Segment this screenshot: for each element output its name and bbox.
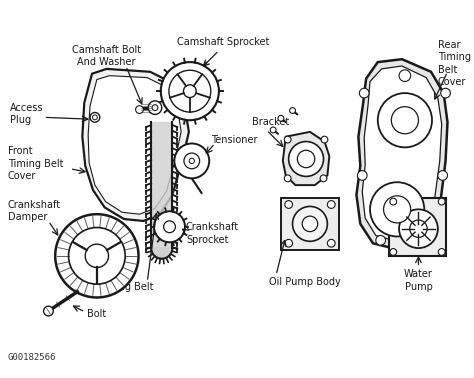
Circle shape	[289, 141, 324, 177]
Circle shape	[169, 70, 211, 112]
Circle shape	[438, 198, 445, 205]
Circle shape	[399, 209, 438, 248]
Polygon shape	[389, 198, 446, 256]
Circle shape	[270, 127, 276, 133]
Text: Crankshaft
Sprocket: Crankshaft Sprocket	[186, 222, 239, 245]
Circle shape	[148, 101, 162, 115]
Polygon shape	[151, 248, 173, 259]
Circle shape	[328, 201, 335, 208]
Circle shape	[438, 249, 445, 256]
Text: Bracket: Bracket	[252, 117, 289, 127]
Circle shape	[55, 214, 138, 297]
Circle shape	[297, 150, 315, 168]
Circle shape	[410, 220, 427, 237]
Circle shape	[378, 93, 432, 147]
Circle shape	[370, 182, 424, 237]
Polygon shape	[356, 59, 447, 248]
Circle shape	[152, 105, 158, 110]
Circle shape	[285, 201, 292, 208]
Circle shape	[92, 115, 97, 120]
Circle shape	[392, 107, 419, 134]
Circle shape	[290, 108, 295, 113]
Circle shape	[328, 239, 335, 247]
Polygon shape	[88, 76, 181, 214]
Text: Timing Belt: Timing Belt	[98, 282, 154, 292]
Circle shape	[85, 244, 109, 268]
Circle shape	[383, 196, 410, 223]
Text: Access
Plug: Access Plug	[9, 103, 43, 125]
Circle shape	[359, 88, 369, 98]
Circle shape	[320, 175, 327, 182]
Polygon shape	[82, 69, 189, 221]
Circle shape	[174, 144, 209, 178]
Circle shape	[321, 136, 328, 143]
Text: Oil Pump Body: Oil Pump Body	[269, 277, 341, 287]
Circle shape	[44, 306, 53, 316]
Text: G00182566: G00182566	[8, 353, 56, 363]
Text: Camshaft Sprocket: Camshaft Sprocket	[177, 37, 269, 47]
Polygon shape	[281, 198, 339, 250]
Circle shape	[154, 211, 185, 242]
Circle shape	[302, 216, 318, 232]
Circle shape	[285, 239, 292, 247]
Circle shape	[357, 170, 367, 180]
Circle shape	[161, 62, 219, 120]
Circle shape	[292, 206, 328, 241]
Circle shape	[390, 198, 397, 205]
Circle shape	[90, 113, 100, 122]
Text: Rear
Timing
Belt
Cover: Rear Timing Belt Cover	[438, 40, 471, 87]
Text: Front
Timing Belt
Cover: Front Timing Belt Cover	[8, 146, 63, 181]
Text: Crankshaft
Damper: Crankshaft Damper	[8, 200, 61, 222]
Circle shape	[399, 70, 410, 82]
Circle shape	[438, 170, 447, 180]
Polygon shape	[283, 132, 329, 185]
Text: Camshaft Bolt
And Washer: Camshaft Bolt And Washer	[72, 45, 141, 67]
Circle shape	[284, 136, 291, 143]
Circle shape	[189, 158, 194, 164]
Text: Bolt: Bolt	[87, 309, 107, 319]
Circle shape	[183, 85, 196, 98]
Circle shape	[441, 88, 450, 98]
Circle shape	[184, 153, 200, 169]
Circle shape	[164, 221, 175, 233]
Text: Water
Pump: Water Pump	[404, 270, 433, 292]
Circle shape	[284, 175, 291, 182]
Circle shape	[136, 106, 143, 113]
Circle shape	[69, 228, 125, 284]
Circle shape	[376, 235, 385, 245]
Circle shape	[278, 115, 284, 121]
Polygon shape	[362, 66, 442, 240]
Text: Tensioner: Tensioner	[211, 135, 258, 145]
Circle shape	[390, 249, 397, 256]
